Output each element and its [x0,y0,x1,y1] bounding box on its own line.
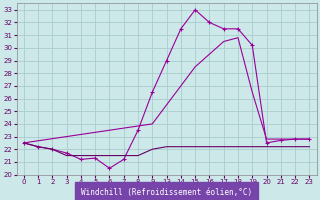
X-axis label: Windchill (Refroidissement éolien,°C): Windchill (Refroidissement éolien,°C) [81,188,252,197]
